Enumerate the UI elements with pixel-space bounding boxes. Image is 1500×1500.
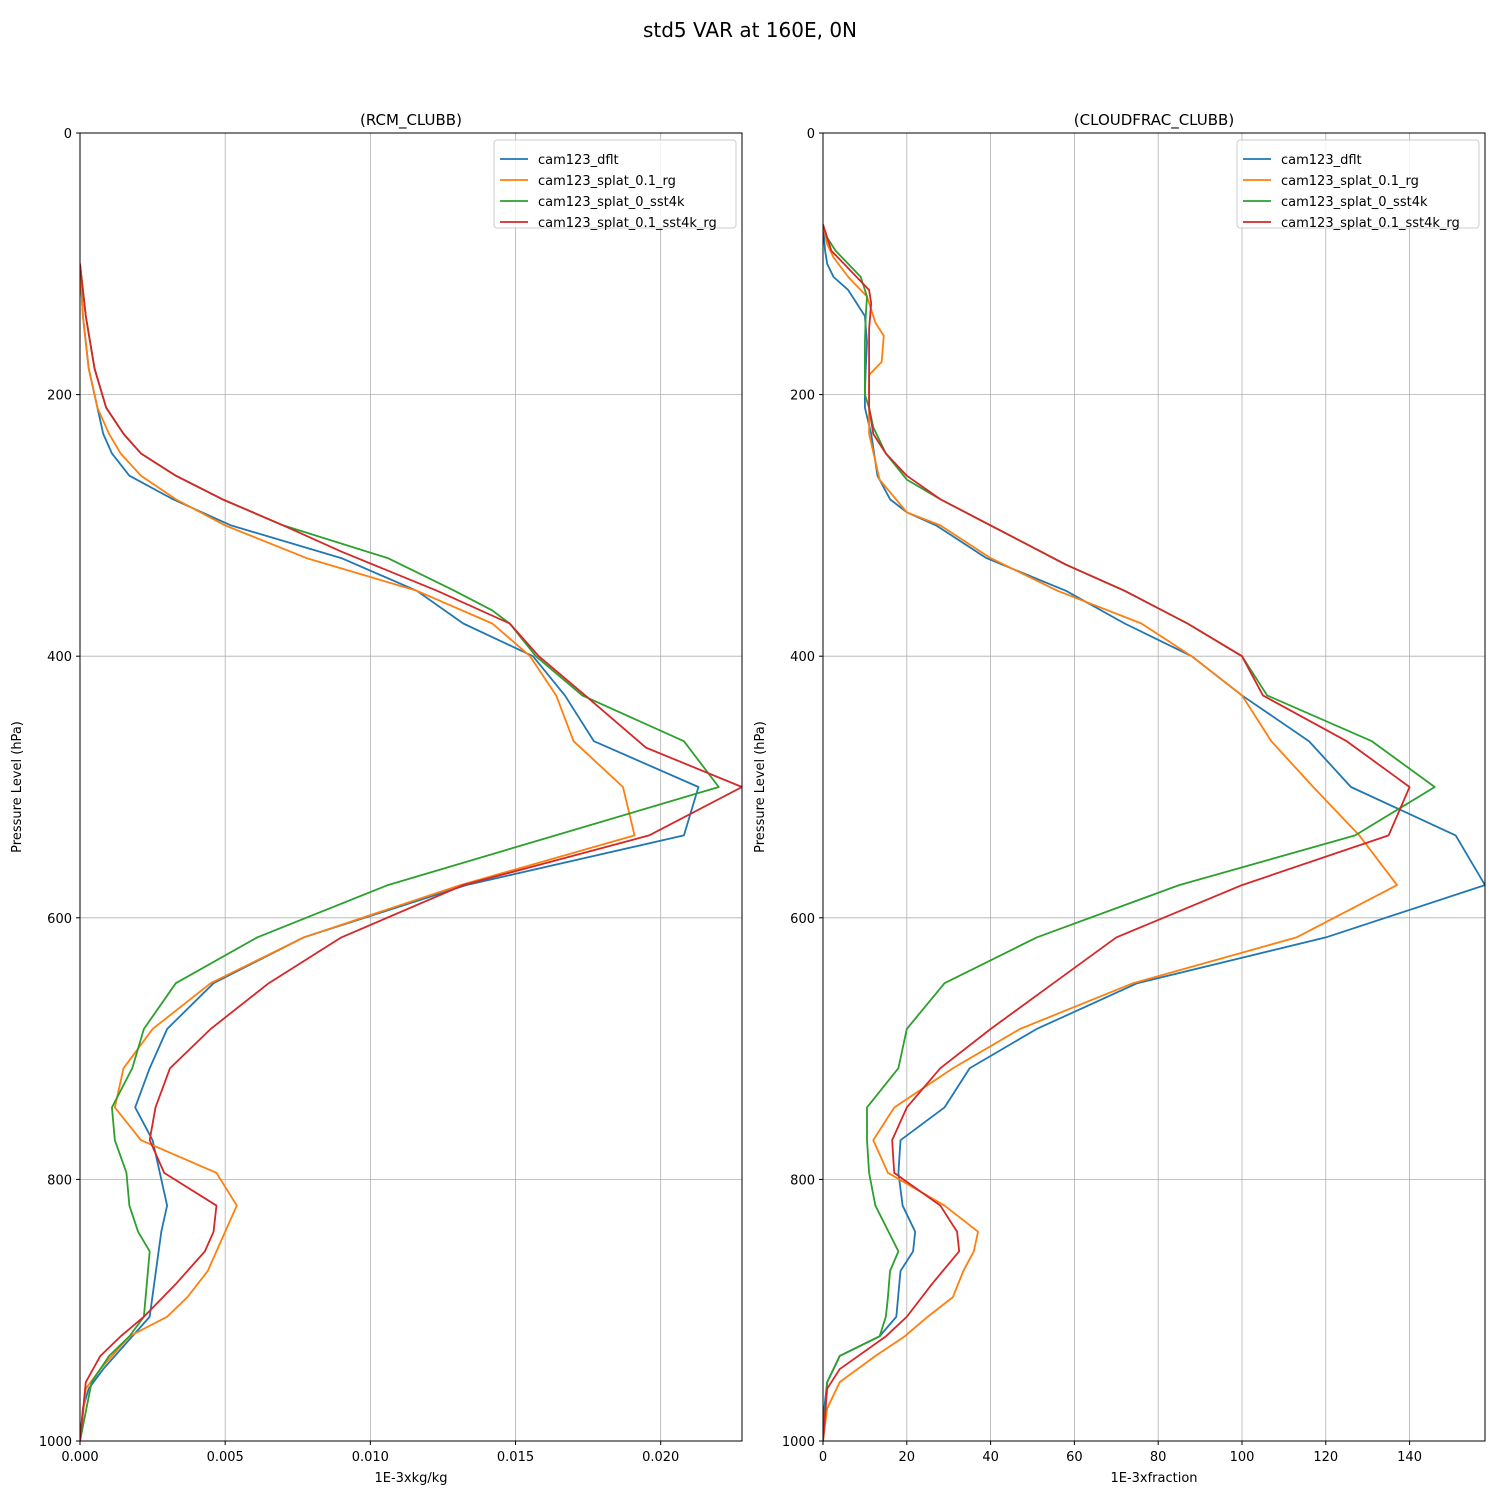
series-line-1: [823, 224, 1398, 1441]
x-tick-label: 40: [982, 1450, 999, 1465]
y-tick-label: 600: [790, 912, 815, 927]
legend: cam123_dflt cam123_splat_0.1_rg cam123_spl…: [1236, 139, 1480, 231]
series-lines: [80, 263, 742, 1441]
x-tick-label: 0.005: [207, 1450, 244, 1465]
series-line-0: [80, 263, 700, 1441]
y-tick-label: 200: [790, 389, 815, 404]
legend: cam123_dflt cam123_splat_0.1_rg cam123_spl…: [493, 139, 737, 231]
series-lines: [823, 224, 1485, 1441]
y-tick-label: 800: [790, 1173, 815, 1188]
y-tick-label: 800: [47, 1173, 72, 1188]
legend-box: [493, 139, 737, 229]
legend-label: cam123_splat_0_sst4k: [1281, 195, 1428, 210]
x-tick-label: 0.000: [61, 1450, 98, 1465]
y-tick-label: 1000: [782, 1435, 815, 1450]
axes-frame: [822, 132, 1486, 1442]
panel-title: (CLOUDFRAC_CLUBB): [1074, 111, 1234, 130]
x-tick-label: 0.015: [497, 1450, 534, 1465]
y-axis-label: Pressure Level (hPa): [10, 721, 25, 853]
legend-label: cam123_dflt: [1281, 153, 1362, 168]
y-tick-label: 600: [47, 912, 72, 927]
x-tick-label: 120: [1313, 1450, 1338, 1465]
axis-ticks: 0 20 40 60 80 100 120 140 0 200 400 600 800 1000: [782, 127, 1422, 1465]
y-tick-label: 1000: [39, 1435, 72, 1450]
x-tick-label: 20: [899, 1450, 916, 1465]
series-line-1: [80, 263, 636, 1441]
x-tick-label: 0.020: [642, 1450, 679, 1465]
y-tick-label: 400: [790, 650, 815, 665]
x-tick-label: 100: [1230, 1450, 1255, 1465]
series-line-0: [823, 224, 1485, 1441]
legend-label: cam123_splat_0.1_sst4k_rg: [538, 216, 717, 231]
y-tick-label: 0: [807, 127, 815, 142]
legend-label: cam123_splat_0_sst4k: [538, 195, 685, 210]
series-line-3: [823, 224, 1411, 1441]
x-tick-label: 140: [1397, 1450, 1422, 1465]
x-tick-label: 0.010: [352, 1450, 389, 1465]
legend-box: [1236, 139, 1480, 229]
x-tick-label: 80: [1150, 1450, 1167, 1465]
series-line-2: [823, 224, 1436, 1441]
legend-label: cam123_splat_0.1_sst4k_rg: [1281, 216, 1460, 231]
legend-label: cam123_splat_0.1_rg: [1281, 174, 1419, 189]
x-axis-label: 1E-3xkg/kg: [374, 1471, 447, 1486]
x-tick-label: 60: [1066, 1450, 1083, 1465]
y-tick-label: 200: [47, 389, 72, 404]
y-axis-label: Pressure Level (hPa): [753, 721, 768, 853]
panel-title: (RCM_CLUBB): [360, 111, 462, 130]
x-axis-label: 1E-3xfraction: [1110, 1471, 1197, 1486]
figure-suptitle: std5 VAR at 160E, 0N: [643, 18, 857, 42]
legend-label: cam123_splat_0.1_rg: [538, 174, 676, 189]
y-tick-label: 400: [47, 650, 72, 665]
panel-rcm-clubb: 0.000 0.005 0.010 0.015 0.020 0 200 400 600 800 10…: [10, 111, 743, 1486]
x-tick-label: 0: [819, 1450, 827, 1465]
y-tick-label: 0: [64, 127, 72, 142]
legend-label: cam123_dflt: [538, 153, 619, 168]
panel-cloudfrac-clubb: 0 20 40 60 80 100 120 140 0 200 400 600 800 1000 (CLO…: [753, 111, 1486, 1486]
axis-ticks: 0.000 0.005 0.010 0.015 0.020 0 200 400 600 800 10…: [39, 127, 679, 1465]
axes-frame: [79, 132, 743, 1442]
series-line-3: [80, 263, 742, 1441]
